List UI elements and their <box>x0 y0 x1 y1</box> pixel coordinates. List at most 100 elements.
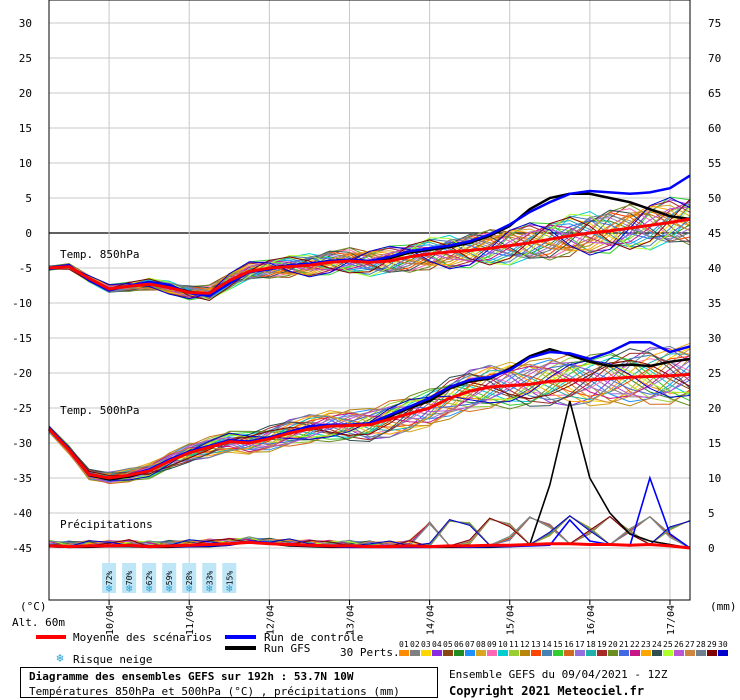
main-series-lines <box>47 174 691 550</box>
snow-risk-cell <box>122 563 137 593</box>
legend-pert-swatch <box>586 650 596 656</box>
legend-pert-number: 16 <box>564 640 574 649</box>
legend-pert-swatch <box>597 650 607 656</box>
perturbation-line-t850 <box>48 198 691 302</box>
right-tick-label: 60 <box>708 122 721 135</box>
legend-pert-swatch <box>619 650 629 656</box>
right-tick-label: 50 <box>708 192 721 205</box>
right-tick-label: 40 <box>708 262 721 275</box>
perturbation-line-t500 <box>48 345 691 474</box>
left-tick-label: 5 <box>25 192 32 205</box>
legend-pert-swatch <box>531 650 541 656</box>
legend-pert-number: 01 <box>399 640 409 649</box>
legend-label-snow: Risque neige <box>73 653 152 666</box>
legend-pert-swatch <box>421 650 431 656</box>
legend-pert-swatch <box>696 650 706 656</box>
legend-pert-swatch <box>399 650 409 656</box>
legend-pert-swatch <box>520 650 530 656</box>
right-tick-label: 70 <box>708 52 721 65</box>
right-tick-label: 15 <box>708 437 721 450</box>
right-axis-unit: (mm) <box>710 600 737 613</box>
left-tick-label: 15 <box>19 122 32 135</box>
right-tick-label: 45 <box>708 227 721 240</box>
legend-pert-number: 06 <box>454 640 464 649</box>
snow-risk-cell <box>142 563 157 593</box>
snowflake-icon: ❄ <box>166 582 173 595</box>
legend-pert-swatch <box>685 650 695 656</box>
ensemble-info: Ensemble GEFS du 09/04/2021 - 12Z <box>449 668 668 681</box>
left-tick-label: -40 <box>12 507 32 520</box>
series-line-precip <box>48 540 691 550</box>
legend-pert-swatch <box>663 650 673 656</box>
left-tick-label: 10 <box>19 157 32 170</box>
copyright-text: Copyright 2021 Meteociel.fr <box>449 684 645 698</box>
snow-risk-value: 28% <box>185 571 194 586</box>
snowflake-icon: ❄ <box>226 582 233 595</box>
date-tick-label: 15/04 <box>506 605 517 635</box>
series-line-t500 <box>48 347 691 481</box>
legend-pert-number: 12 <box>520 640 530 649</box>
snowflake-icon: ❄ <box>126 582 133 595</box>
perturbation-line-t500 <box>48 354 691 480</box>
legend-pert-number: 22 <box>630 640 640 649</box>
legend-pert-number: 23 <box>641 640 651 649</box>
legend-pert-swatch <box>630 650 640 656</box>
legend-pert-number: 11 <box>509 640 519 649</box>
snow-risk-value: 59% <box>165 571 174 586</box>
legend-label-mean: Moyenne des scénarios <box>73 631 212 644</box>
left-tick-label: -20 <box>12 367 32 380</box>
legend-pert-swatch <box>608 650 618 656</box>
legend-pert-number: 04 <box>432 640 442 649</box>
snowflake-icon: ❄ <box>106 582 113 595</box>
left-tick-label: -10 <box>12 297 32 310</box>
legend-pert-number: 18 <box>586 640 596 649</box>
series-line-t500 <box>47 372 691 480</box>
legend-pert-swatch <box>575 650 585 656</box>
left-tick-label: -30 <box>12 437 32 450</box>
left-tick-label: 20 <box>19 87 32 100</box>
snow-risk-value: 72% <box>105 571 114 586</box>
snow-risk-value: 62% <box>145 571 154 586</box>
chart-texts: (°C) (mm) Alt. 60m Temp. 850hPa Temp. 500hPa… <box>12 248 737 629</box>
legend-pert-swatch <box>498 650 508 656</box>
left-tick-label: 25 <box>19 52 32 65</box>
right-tick-label: 75 <box>708 17 721 30</box>
label-precip: Précipitations <box>60 518 153 531</box>
legend-pert-number: 30 <box>718 640 728 649</box>
snow-risk-value: 70% <box>125 571 134 586</box>
left-tick-label: -45 <box>12 542 32 555</box>
perturbation-line-t500 <box>48 348 691 480</box>
date-tick-label: 17/04 <box>666 605 677 635</box>
legend-pert-number: 14 <box>542 640 552 649</box>
series-line-t850 <box>48 217 691 295</box>
legend-pert-number: 05 <box>443 640 453 649</box>
date-tick-label: 14/04 <box>426 605 437 635</box>
perturbation-line-t850 <box>48 196 691 300</box>
legend-pert-swatch <box>674 650 684 656</box>
left-tick-label: -35 <box>12 472 32 485</box>
legend-label-gfs: Run GFS <box>264 642 310 655</box>
legend-pert-swatch <box>476 650 486 656</box>
legend-pert-number: 08 <box>476 640 486 649</box>
snow-risk-value: 33% <box>205 571 214 586</box>
legend: Moyenne des scénarios Run de contrôleRun … <box>36 631 728 666</box>
legend-pert-number: 28 <box>696 640 706 649</box>
left-tick-label: -5 <box>19 262 32 275</box>
legend-pert-number: 03 <box>421 640 431 649</box>
legend-pert-number: 20 <box>608 640 618 649</box>
snow-risk-cell <box>202 563 217 593</box>
left-tick-label: -15 <box>12 332 32 345</box>
right-tick-label: 55 <box>708 157 721 170</box>
legend-pert-swatch <box>443 650 453 656</box>
legend-pert-number: 19 <box>597 640 607 649</box>
legend-pert-swatch <box>454 650 464 656</box>
legend-pert-number: 13 <box>531 640 541 649</box>
right-tick-label: 20 <box>708 402 721 415</box>
right-tick-label: 10 <box>708 472 721 485</box>
label-t850: Temp. 850hPa <box>60 248 139 261</box>
perturbation-line-t500 <box>48 348 691 475</box>
legend-pert-swatch <box>487 650 497 656</box>
legend-pert-number: 24 <box>652 640 662 649</box>
plot-frame <box>48 0 691 601</box>
